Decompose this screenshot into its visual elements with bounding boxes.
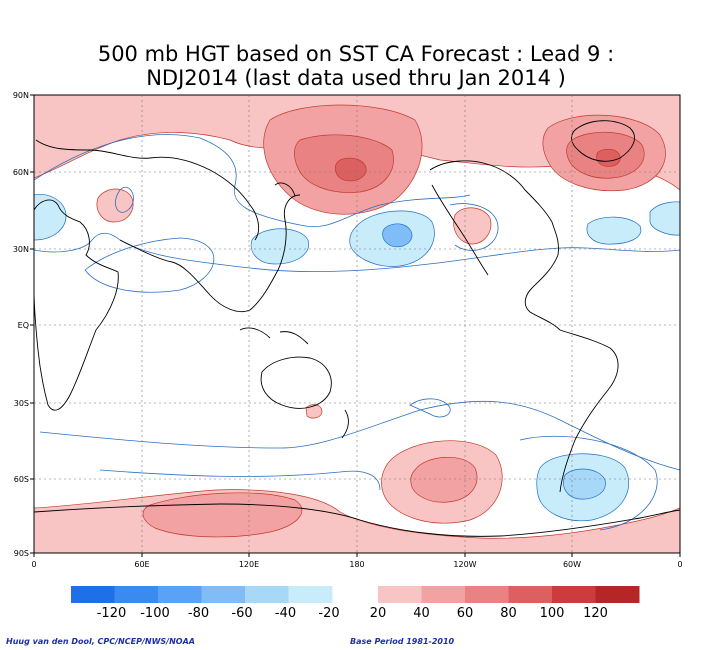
positive-anomaly-west-north-america bbox=[453, 207, 492, 245]
longitude-label: 180 bbox=[349, 560, 364, 569]
latitude-label: 60N bbox=[13, 168, 29, 177]
colorbar-label: -120 bbox=[97, 606, 127, 621]
colorbar-label: -20 bbox=[318, 606, 339, 621]
colorbar-label: -40 bbox=[275, 606, 296, 621]
positive-anomaly-antarctic-inner bbox=[142, 492, 303, 538]
colorbar-label: 80 bbox=[500, 606, 517, 621]
gridlines bbox=[34, 95, 680, 553]
colorbar-positive-swatch bbox=[552, 586, 596, 603]
colorbar-positive-swatch bbox=[595, 586, 640, 603]
colorbar-label: 20 bbox=[370, 606, 387, 621]
longitude-label: 120W bbox=[453, 560, 476, 569]
latitude-label: 60S bbox=[14, 475, 29, 484]
colorbar-negative-swatch bbox=[288, 586, 333, 603]
colorbar-label: 120 bbox=[583, 606, 608, 621]
colorbar-negative-swatch bbox=[71, 586, 115, 603]
longitude-label: 0 bbox=[31, 560, 36, 569]
negative-anomaly-east-atlantic bbox=[649, 201, 680, 236]
colorbar-negative-swatch bbox=[158, 586, 202, 603]
latitude-label: 30N bbox=[13, 245, 29, 254]
colorbar-positive-swatch bbox=[378, 586, 422, 603]
latitude-axis: 90N 60N 30N EQ 30S 60S 90S bbox=[13, 91, 34, 558]
colorbar-label: -80 bbox=[188, 606, 209, 621]
positive-anomaly-siberia-core bbox=[334, 157, 367, 182]
credit-left: Huug van den Dool, CPC/NCEP/NWS/NOAA bbox=[6, 637, 195, 646]
colorbar-label: -60 bbox=[231, 606, 252, 621]
positive-anomaly-south-pacific-inner bbox=[410, 456, 478, 503]
colorbar-label: 60 bbox=[457, 606, 474, 621]
map-title-line-1: 500 mb HGT based on SST CA Forecast : Le… bbox=[97, 42, 615, 66]
latitude-label: 90N bbox=[13, 91, 29, 100]
colorbar-positive-swatch bbox=[508, 586, 553, 603]
latitude-label: 90S bbox=[14, 549, 29, 558]
coastlines bbox=[34, 120, 680, 537]
colorbar-label: 40 bbox=[413, 606, 430, 621]
colorbar-label: 100 bbox=[540, 606, 565, 621]
colorbar: -120 -100 -80 -60 -40 -20 20 40 60 80 100 120 bbox=[71, 586, 640, 621]
colorbar-positive-swatch bbox=[465, 586, 509, 603]
colorbar-negative-swatch bbox=[201, 586, 246, 603]
colorbar-label: -100 bbox=[140, 606, 170, 621]
longitude-axis: 0 60E 120E 180 120W 60W 0 bbox=[31, 553, 683, 569]
negative-anomaly-japan bbox=[250, 228, 309, 265]
colorbar-negative-swatch bbox=[114, 586, 159, 603]
colorbar-negative-swatch bbox=[245, 586, 289, 603]
negative-anomaly-north-pacific-core bbox=[382, 223, 413, 248]
longitude-label: 60E bbox=[134, 560, 149, 569]
longitude-label: 0 bbox=[677, 560, 682, 569]
positive-anomaly-greenland-core bbox=[596, 148, 621, 167]
map-title-line-2: NDJ2014 (last data used thru Jan 2014 ) bbox=[146, 66, 566, 90]
latitude-label: 30S bbox=[14, 399, 29, 408]
longitude-label: 120E bbox=[239, 560, 259, 569]
longitude-label: 60W bbox=[563, 560, 581, 569]
contour-lines bbox=[34, 134, 680, 531]
colorbar-positive-swatch bbox=[421, 586, 466, 603]
positive-anomaly-central-asia bbox=[96, 188, 134, 223]
latitude-label: EQ bbox=[18, 321, 29, 330]
positive-anomaly-australia bbox=[305, 404, 323, 419]
negative-anomaly-south-america-core bbox=[563, 468, 606, 500]
credit-right: Base Period 1981-2010 bbox=[350, 637, 455, 646]
negative-anomaly-atlantic bbox=[586, 216, 642, 245]
